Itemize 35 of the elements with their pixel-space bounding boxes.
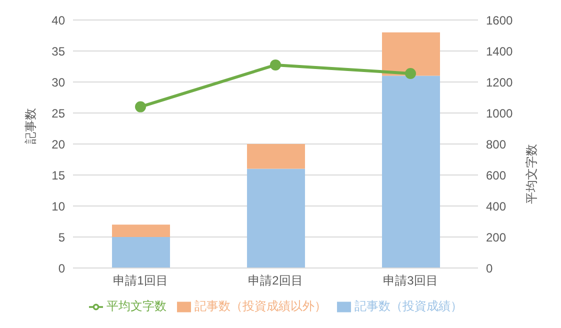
bar	[382, 32, 440, 76]
bar	[247, 168, 305, 268]
y2-tick-label: 1600	[486, 13, 514, 28]
y2-tick-label: 600	[486, 168, 506, 182]
y2-tick-label: 200	[486, 230, 506, 244]
bar	[382, 76, 440, 268]
y2-tick-label: 400	[486, 199, 506, 214]
point	[135, 101, 146, 112]
y2-tick-label: 1200	[486, 75, 514, 90]
y-tick-label: 0	[58, 261, 66, 276]
point	[405, 68, 416, 79]
y-axis-title: 記事数	[23, 108, 38, 144]
y-tick-label: 25	[52, 106, 66, 120]
y-tick-label: 35	[52, 44, 66, 58]
legend-label: 記事数（投資成績）	[354, 299, 462, 313]
legend-label: 記事数（投資成績以外）	[194, 299, 326, 313]
x-tick-label: 申請3回目	[383, 274, 438, 288]
y2-tick-label: 0	[486, 261, 493, 276]
y2-tick-label: 1000	[486, 106, 514, 120]
y-tick-label: 15	[52, 168, 66, 182]
x-tick-label: 申請1回目	[113, 274, 168, 288]
y-tick-label: 5	[58, 230, 66, 244]
y-tick-label: 10	[52, 199, 66, 214]
y-tick-label: 30	[52, 75, 66, 90]
y2-tick-label: 800	[486, 137, 506, 152]
y2-tick-label: 1400	[486, 44, 514, 58]
bar	[112, 224, 170, 237]
legend-label: 平均文字数	[106, 299, 166, 313]
y-tick-label: 20	[52, 137, 66, 152]
y-tick-label: 40	[52, 13, 66, 28]
bar	[112, 237, 170, 268]
y2-axis-title: 平均文字数	[524, 144, 538, 204]
x-tick-label: 申請2回目	[248, 274, 303, 288]
point	[270, 59, 281, 70]
bar	[247, 144, 305, 169]
